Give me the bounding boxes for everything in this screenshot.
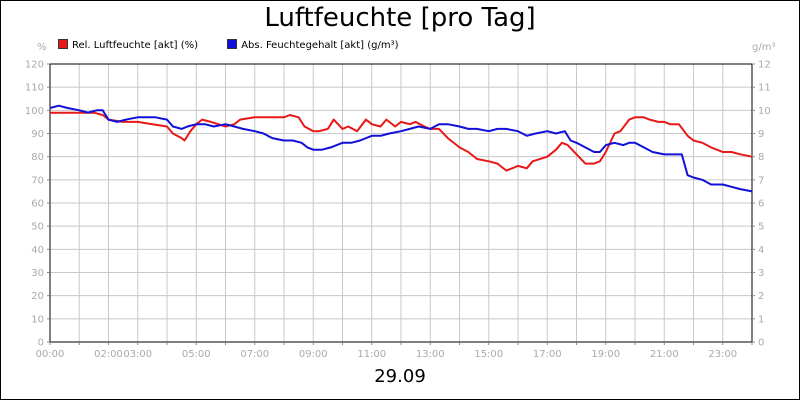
y-right-tick-label: 4 — [758, 245, 764, 256]
x-tick-label: 02:00 — [94, 349, 123, 360]
y-left-tick-label: 110 — [25, 83, 44, 94]
left-axis-unit: % — [37, 42, 47, 53]
y-left-tick-label: 70 — [31, 175, 44, 186]
x-tick-label: 00:00 — [36, 349, 65, 360]
y-right-tick-label: 9 — [758, 129, 764, 140]
x-tick-label: 11:00 — [357, 349, 386, 360]
y-left-tick-label: 40 — [31, 245, 44, 256]
y-right-tick-label: 7 — [758, 175, 764, 186]
x-tick-label: 21:00 — [650, 349, 679, 360]
y-right-tick-label: 6 — [758, 199, 764, 210]
y-right-tick-label: 8 — [758, 152, 764, 163]
y-left-tick-label: 90 — [31, 129, 44, 140]
y-left-tick-label: 0 — [38, 338, 44, 349]
y-left-tick-label: 60 — [31, 199, 44, 210]
x-tick-label: 09:00 — [299, 349, 328, 360]
y-left-tick-label: 30 — [31, 268, 44, 279]
x-tick-label: 05:00 — [182, 349, 211, 360]
y-left-tick-label: 50 — [31, 222, 44, 233]
y-right-tick-label: 10 — [758, 106, 771, 117]
series-line-rel-humidity — [50, 111, 753, 172]
legend-swatch-abs-humidity — [227, 39, 238, 49]
y-left-tick-label: 10 — [31, 314, 44, 325]
y-right-tick-label: 0 — [758, 338, 764, 349]
x-tick-label: 07:00 — [240, 349, 269, 360]
y-right-tick-label: 11 — [758, 83, 771, 94]
legend-label-abs-humidity: Abs. Feuchtegehalt [akt] (g/m³) — [241, 40, 399, 51]
y-right-tick-label: 12 — [758, 60, 771, 71]
y-left-tick-label: 120 — [25, 60, 44, 71]
y-left-tick-label: 20 — [31, 291, 44, 302]
series-line-abs-humidity — [49, 104, 753, 193]
x-axis-label: 29.09 — [374, 366, 426, 387]
right-axis-unit: g/m³ — [752, 42, 776, 53]
y-left-tick-label: 100 — [25, 106, 44, 117]
legend-item-rel-humidity: Rel. Luftfeuchte [akt] (%) — [58, 39, 198, 51]
x-tick-label: 13:00 — [416, 349, 445, 360]
chart-title: Luftfeuchte [pro Tag] — [264, 3, 536, 33]
legend: Rel. Luftfeuchte [akt] (%) Abs. Feuchteg… — [58, 39, 425, 51]
legend-label-rel-humidity: Rel. Luftfeuchte [akt] (%) — [72, 40, 199, 51]
y-right-tick-label: 5 — [758, 222, 764, 233]
y-right-tick-label: 3 — [758, 268, 764, 279]
x-tick-label: 23:00 — [708, 349, 737, 360]
legend-item-abs-humidity: Abs. Feuchtegehalt [akt] (g/m³) — [227, 39, 399, 51]
y-right-tick-label: 2 — [758, 291, 764, 302]
x-tick-label: 03:00 — [123, 349, 152, 360]
y-right-tick-label: 1 — [758, 314, 764, 325]
y-left-tick-label: 80 — [31, 152, 44, 163]
x-tick-label: 15:00 — [474, 349, 503, 360]
legend-swatch-rel-humidity — [58, 39, 68, 49]
x-tick-label: 19:00 — [591, 349, 620, 360]
x-tick-label: 17:00 — [533, 349, 562, 360]
